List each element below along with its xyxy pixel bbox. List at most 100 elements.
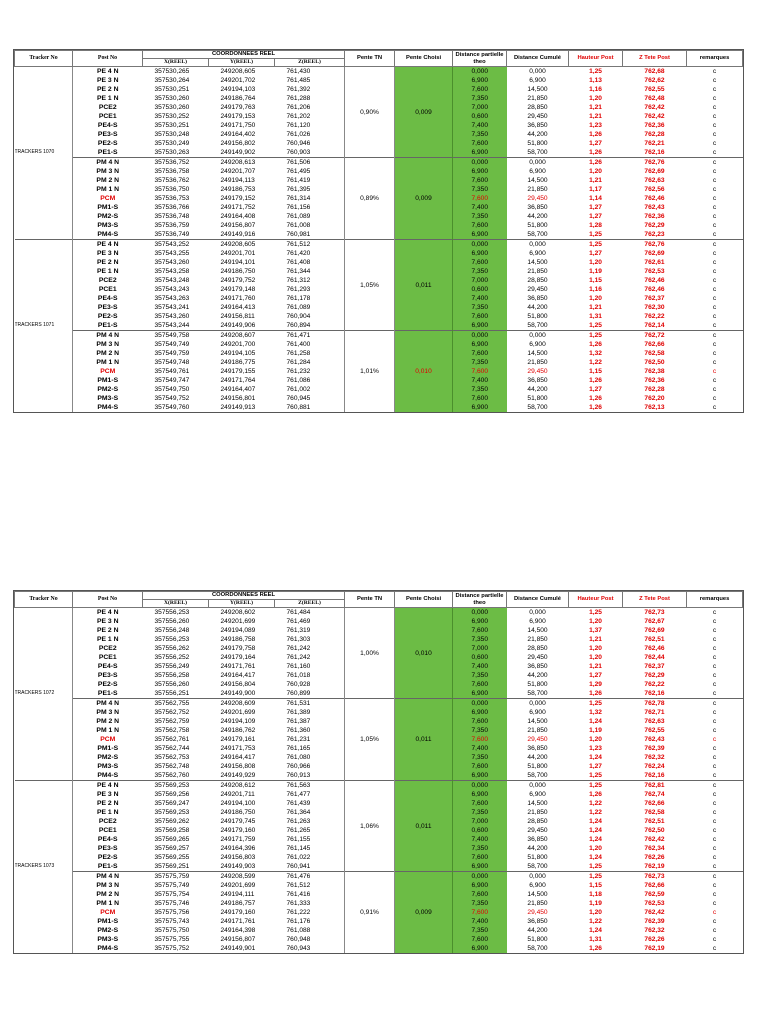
z-value: 761,222 bbox=[286, 909, 311, 916]
header-post-no: Post No bbox=[72, 50, 143, 67]
z-tete-post: 762,16 bbox=[644, 772, 665, 779]
distance-cumule: 44,200 bbox=[527, 754, 548, 761]
y-value: 249156,802 bbox=[220, 140, 256, 147]
table-row: PM 1 N 357575,746 249186,757 761,333 7,350 21… bbox=[15, 899, 743, 908]
z-value: 761,120 bbox=[286, 122, 311, 129]
distance-cumule: 36,850 bbox=[527, 663, 548, 670]
hauteur-post: 1,20 bbox=[589, 259, 602, 266]
hauteur-post: 1,25 bbox=[568, 871, 623, 881]
remarque: c bbox=[686, 871, 743, 881]
hauteur-post: 1,20 bbox=[589, 618, 602, 625]
header-coordonnees-reel: COORDONNEES REEL bbox=[141, 50, 346, 59]
y-value: 249186,758 bbox=[220, 636, 256, 643]
y-value: 249156,801 bbox=[220, 395, 256, 402]
remarque: c bbox=[712, 763, 717, 770]
remarque: c bbox=[712, 350, 717, 357]
y-value: 249186,762 bbox=[220, 727, 256, 734]
y-value: 249156,807 bbox=[220, 936, 256, 943]
table-row: PE 2 N 357543,260 249194,101 761,408 7,600 14… bbox=[15, 258, 743, 267]
z-value: 761,018 bbox=[286, 672, 311, 679]
distance-partielle: 6,900 bbox=[452, 689, 507, 699]
y-value: 249208,602 bbox=[208, 607, 275, 617]
z-value: 761,312 bbox=[286, 277, 311, 284]
hauteur-post: 1,27 bbox=[589, 204, 602, 211]
distance-partielle: 0,600 bbox=[452, 826, 507, 835]
y-value: 249164,413 bbox=[220, 304, 256, 311]
table-row: PM1-S 357575,743 249171,761 761,176 7,400 36,… bbox=[15, 917, 743, 926]
distance-partielle: 7,600 bbox=[452, 735, 507, 744]
z-value: 761,420 bbox=[286, 250, 311, 257]
remarque: c bbox=[712, 122, 717, 129]
distance-partielle: 0,000 bbox=[452, 698, 507, 708]
x-value: 357549,749 bbox=[154, 341, 190, 348]
y-value: 249164,402 bbox=[220, 131, 256, 138]
remarque: c bbox=[712, 663, 717, 670]
y-value: 249201,701 bbox=[220, 250, 256, 257]
z-tete-post: 762,16 bbox=[644, 690, 665, 697]
remarque: c bbox=[712, 727, 717, 734]
x-value: 357549,748 bbox=[154, 359, 190, 366]
z-value: 761,333 bbox=[286, 900, 311, 907]
header-z: Z(REEL) bbox=[273, 58, 346, 67]
distance-partielle: 7,350 bbox=[452, 94, 507, 103]
z-value: 761,387 bbox=[286, 718, 311, 725]
z-tete-post: 762,36 bbox=[644, 122, 665, 129]
y-value: 249208,612 bbox=[208, 780, 275, 790]
distance-partielle: 0,600 bbox=[452, 653, 507, 662]
y-value: 249186,764 bbox=[220, 95, 256, 102]
distance-cumule: 51,800 bbox=[527, 936, 548, 943]
z-value: 760,945 bbox=[286, 395, 311, 402]
post-no: PE 4 N bbox=[72, 66, 143, 76]
table-row: PE1-S 357543,244 249149,906 760,894 6,900 58,… bbox=[15, 321, 743, 331]
hauteur-post: 1,27 bbox=[589, 250, 602, 257]
post-no: PM 3 N bbox=[96, 882, 120, 889]
remarque: c bbox=[712, 891, 717, 898]
post-no: PM 2 N bbox=[96, 891, 120, 898]
post-no: PE1-S bbox=[97, 690, 118, 697]
distance-partielle: 6,900 bbox=[452, 148, 507, 158]
table-row: PM3-S 357562,748 249156,808 760,966 7,600 51,… bbox=[15, 762, 743, 771]
hauteur-post: 1,26 bbox=[568, 157, 623, 167]
distance-cumule: 0,000 bbox=[506, 239, 569, 249]
post-no: PE3-S bbox=[97, 304, 118, 311]
table-row: PE4-S 357569,265 249171,759 761,155 7,400 36,… bbox=[15, 835, 743, 844]
table-row: PE2-S 357569,255 249156,803 761,022 7,600 51,… bbox=[15, 853, 743, 862]
distance-partielle: 7,350 bbox=[452, 844, 507, 853]
x-value: 357556,253 bbox=[142, 607, 209, 617]
post-no: PM3-S bbox=[97, 222, 119, 229]
header-pente-tn: Pente TN bbox=[344, 50, 396, 67]
z-value: 761,258 bbox=[286, 350, 311, 357]
x-value: 357543,258 bbox=[154, 268, 190, 275]
x-value: 357549,760 bbox=[154, 404, 190, 411]
hauteur-post: 1,14 bbox=[589, 195, 602, 202]
z-tete-post: 762,36 bbox=[644, 377, 665, 384]
z-tete-post: 762,69 bbox=[644, 250, 665, 257]
table-row: PE3-S 357530,248 249164,402 761,026 7,350 44,… bbox=[15, 130, 743, 139]
post-no: PCE2 bbox=[98, 818, 117, 825]
post-no: PE 3 N bbox=[96, 618, 119, 625]
header-hauteur-post: Hauteur Post bbox=[568, 50, 624, 67]
z-tete-post: 762,55 bbox=[644, 727, 665, 734]
remarque: c bbox=[712, 709, 717, 716]
y-value: 249194,100 bbox=[220, 800, 256, 807]
header-x: X(REEL) bbox=[142, 58, 209, 67]
distance-cumule: 58,700 bbox=[527, 945, 548, 952]
y-value: 249208,599 bbox=[208, 871, 275, 881]
x-value: 357556,248 bbox=[154, 627, 190, 634]
distance-partielle: 0,000 bbox=[452, 780, 507, 790]
distance-cumule: 58,700 bbox=[527, 322, 548, 329]
z-value: 761,263 bbox=[286, 818, 311, 825]
z-value: 761,416 bbox=[286, 891, 311, 898]
distance-partielle: 7,350 bbox=[452, 303, 507, 312]
remarque: c bbox=[712, 286, 717, 293]
z-tete-post: 762,67 bbox=[644, 618, 665, 625]
distance-cumule: 6,900 bbox=[529, 250, 546, 257]
post-no: PE 3 N bbox=[96, 250, 119, 257]
distance-cumule: 0,000 bbox=[506, 607, 569, 617]
z-tete-post: 762,29 bbox=[644, 672, 665, 679]
hauteur-post: 1,20 bbox=[589, 654, 602, 661]
z-value: 760,903 bbox=[286, 149, 311, 156]
post-no: PCM bbox=[100, 195, 116, 202]
x-value: 357543,263 bbox=[154, 295, 190, 302]
y-value: 249164,417 bbox=[220, 754, 256, 761]
